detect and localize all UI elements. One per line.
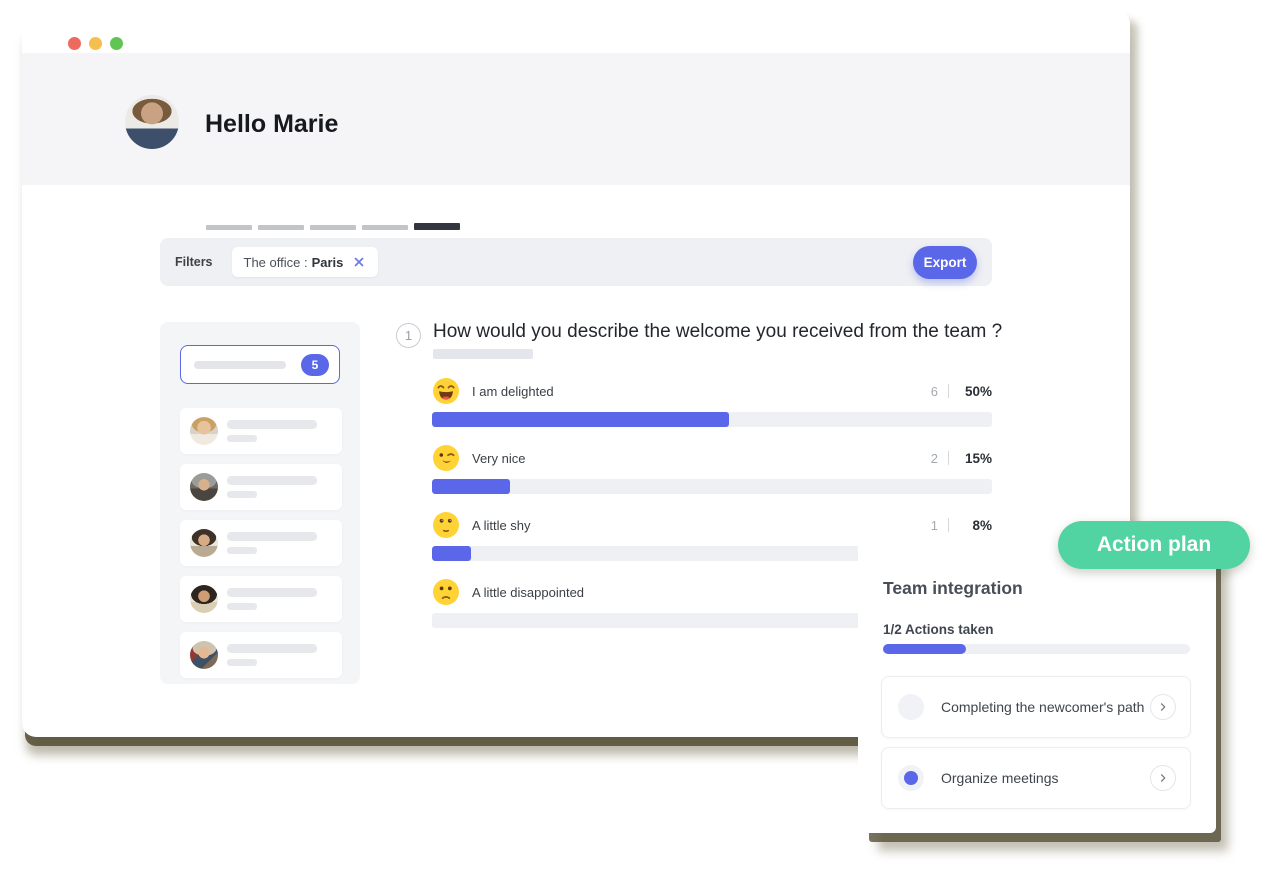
answer-label: Very nice [472, 450, 526, 466]
answers-chart: I am delighted 6 50% Ve [432, 377, 992, 645]
chevron-right-icon[interactable] [1150, 765, 1176, 791]
shy-emoji-icon [433, 512, 459, 538]
tab-indicator-3[interactable] [310, 225, 356, 230]
action-item-organize-meetings[interactable]: Organize meetings [881, 747, 1191, 809]
answer-percent: 8% [972, 517, 992, 533]
app-window: Hello Marie Filters The office : Paris E… [22, 10, 1130, 737]
selected-question-item[interactable]: 5 [180, 345, 340, 384]
skeleton-bar [433, 349, 533, 359]
filter-chip-prefix: The office : [243, 254, 308, 270]
avatar [190, 473, 218, 501]
list-item[interactable] [180, 464, 342, 510]
filter-bar: Filters The office : Paris Export [160, 238, 992, 286]
disappointed-emoji-icon [433, 579, 459, 605]
list-item[interactable] [180, 520, 342, 566]
answer-row: Very nice 2 15% [432, 444, 992, 494]
tab-indicator-4[interactable] [362, 225, 408, 230]
filter-chip-value: Paris [311, 254, 344, 270]
action-item-label: Organize meetings [941, 770, 1059, 786]
answer-bar-fill [432, 479, 511, 494]
divider [948, 384, 949, 398]
window-titlebar [22, 10, 1130, 53]
skeleton-bar [227, 532, 317, 541]
actions-taken-label: 1/2 Actions taken [883, 622, 994, 637]
answer-bar-track [432, 546, 992, 561]
answer-percent: 50% [964, 383, 992, 399]
filters-label: Filters [175, 255, 213, 269]
action-plan-card: Team integration 1/2 Actions taken Compl… [858, 540, 1216, 833]
traffic-lights [68, 37, 123, 50]
answer-row: A little disappointed [432, 578, 992, 628]
minimize-window-button[interactable] [89, 37, 102, 50]
step-tabs [206, 223, 460, 230]
answer-row: I am delighted 6 50% [432, 377, 992, 427]
list-item[interactable] [180, 632, 342, 678]
tab-indicator-1[interactable] [206, 225, 252, 230]
action-plan-title: Team integration [883, 578, 1023, 598]
question-number: 1 [396, 323, 421, 348]
answer-count: 2 [930, 450, 938, 466]
avatar [190, 585, 218, 613]
answer-bar-fill [432, 412, 729, 427]
answer-bar-track [432, 479, 992, 494]
delighted-emoji-icon [433, 378, 459, 404]
answer-bar-fill [432, 546, 472, 561]
divider [948, 451, 949, 465]
action-item-newcomer-path[interactable]: Completing the newcomer's path [881, 676, 1191, 738]
skeleton-bar [227, 588, 317, 597]
answer-label: A little disappointed [472, 584, 585, 600]
tab-indicator-2[interactable] [258, 225, 304, 230]
divider [948, 518, 949, 532]
close-window-button[interactable] [68, 37, 81, 50]
answer-label: I am delighted [472, 383, 554, 399]
tab-indicator-active[interactable] [414, 223, 460, 230]
answer-label: A little shy [472, 517, 531, 533]
user-avatar[interactable] [125, 95, 179, 149]
action-item-label: Completing the newcomer's path [941, 699, 1145, 715]
list-item[interactable] [180, 576, 342, 622]
status-circle-filled-icon [898, 765, 924, 791]
question-list-panel: 5 [160, 322, 360, 684]
actions-progress-track [883, 644, 1190, 654]
list-item[interactable] [180, 408, 342, 454]
skeleton-bar [194, 360, 286, 369]
skeleton-bar [227, 659, 257, 666]
skeleton-bar [227, 603, 257, 610]
avatar [190, 641, 218, 669]
avatar [190, 417, 218, 445]
zoom-window-button[interactable] [110, 37, 123, 50]
app-header: Hello Marie [22, 53, 1130, 230]
filter-chip-office[interactable]: The office : Paris [231, 247, 379, 277]
answer-count: 1 [930, 517, 938, 533]
greeting-title: Hello Marie [205, 110, 339, 138]
wink-emoji-icon [433, 445, 459, 471]
export-button[interactable]: Export [913, 245, 977, 279]
remove-filter-icon[interactable] [352, 255, 366, 269]
response-count-badge: 5 [301, 353, 329, 376]
answer-percent: 15% [964, 450, 992, 466]
skeleton-bar [227, 491, 257, 498]
question-title: How would you describe the welcome you r… [433, 321, 1003, 342]
skeleton-bar [227, 420, 317, 429]
avatar [190, 529, 218, 557]
action-plan-button[interactable]: Action plan [1058, 521, 1250, 569]
answer-row: A little shy 1 8% [432, 511, 992, 561]
chevron-right-icon[interactable] [1150, 694, 1176, 720]
skeleton-bar [227, 435, 257, 442]
answer-bar-track [432, 613, 992, 628]
answer-bar-track [432, 412, 992, 427]
actions-progress-fill [883, 644, 966, 654]
skeleton-bar [227, 644, 317, 653]
skeleton-bar [227, 476, 317, 485]
status-circle-icon [898, 694, 924, 720]
skeleton-bar [227, 547, 257, 554]
answer-count: 6 [930, 383, 938, 399]
